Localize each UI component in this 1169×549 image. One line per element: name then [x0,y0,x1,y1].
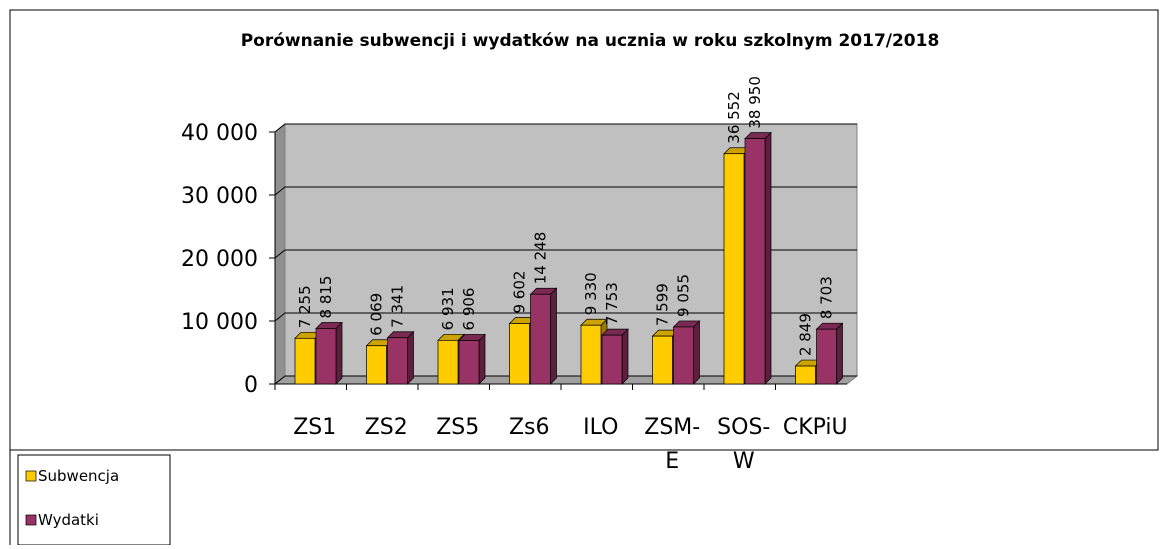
bar [294,337,316,385]
bar [458,340,480,385]
legend-box [17,454,171,546]
bar-side [764,131,772,385]
value-label: 8 815 [317,276,335,319]
bar [795,365,816,385]
value-label: 14 248 [532,232,550,285]
bar-side [836,322,843,385]
bar-side [550,287,557,385]
bar [315,328,337,385]
bar [509,323,530,385]
grid-line [274,123,857,133]
value-label: 2 849 [797,313,815,356]
bar-side [693,320,700,385]
x-tick-label: SOS-W [717,415,770,474]
legend-swatch [25,470,37,482]
value-label: 7 255 [296,285,314,328]
bar-side [621,328,629,385]
value-label: 36 552 [725,91,743,144]
x-tick-label: CKPiU [783,415,848,440]
value-label: 6 906 [460,288,478,331]
value-label: 6 931 [439,287,457,330]
x-tick-label: ZS1 [293,415,336,440]
bar [387,337,408,385]
y-tick-label: 30 000 [181,184,258,209]
value-label: 7 341 [389,285,407,328]
bar-side [335,321,343,385]
value-label: 9 602 [511,271,529,314]
chart-title: Porównanie subwencji i wydatków na uczni… [241,31,940,51]
bar [580,324,602,385]
x-tick-label: ZSM-E [644,415,700,474]
bar [530,293,551,385]
y-tick-label: 20 000 [181,247,258,272]
grid-line [274,312,857,322]
bar [437,339,459,385]
value-label: 9 330 [582,272,600,315]
legend-label: Subwencja [38,467,119,485]
y-tick-label: 0 [244,373,258,398]
legend-label: Wydatki [38,511,99,529]
x-tick-label: ZS5 [436,415,479,440]
value-label: 6 069 [368,293,386,336]
x-tick-label: ZS2 [365,415,408,440]
legend-swatch [25,514,37,526]
bar-side [478,333,486,385]
value-label: 9 055 [675,274,693,317]
x-tick-label: Zs6 [509,415,550,440]
bar [816,328,837,385]
bar [723,153,745,385]
y-tick-label: 40 000 [181,121,258,146]
bar [366,345,387,385]
y-tick-label: 10 000 [181,310,258,335]
bar [744,138,766,385]
bar [673,326,694,385]
grid-line [274,186,857,196]
bar-side [407,330,414,385]
bar [652,335,673,385]
value-label: 8 703 [818,276,836,319]
value-label: 7 599 [654,283,672,326]
x-tick-label: ILO [583,415,618,440]
value-label: 7 753 [603,282,621,325]
grid-line [274,249,857,259]
chart-border [9,9,1159,451]
value-label: 38 950 [746,76,764,129]
bar [601,334,623,385]
